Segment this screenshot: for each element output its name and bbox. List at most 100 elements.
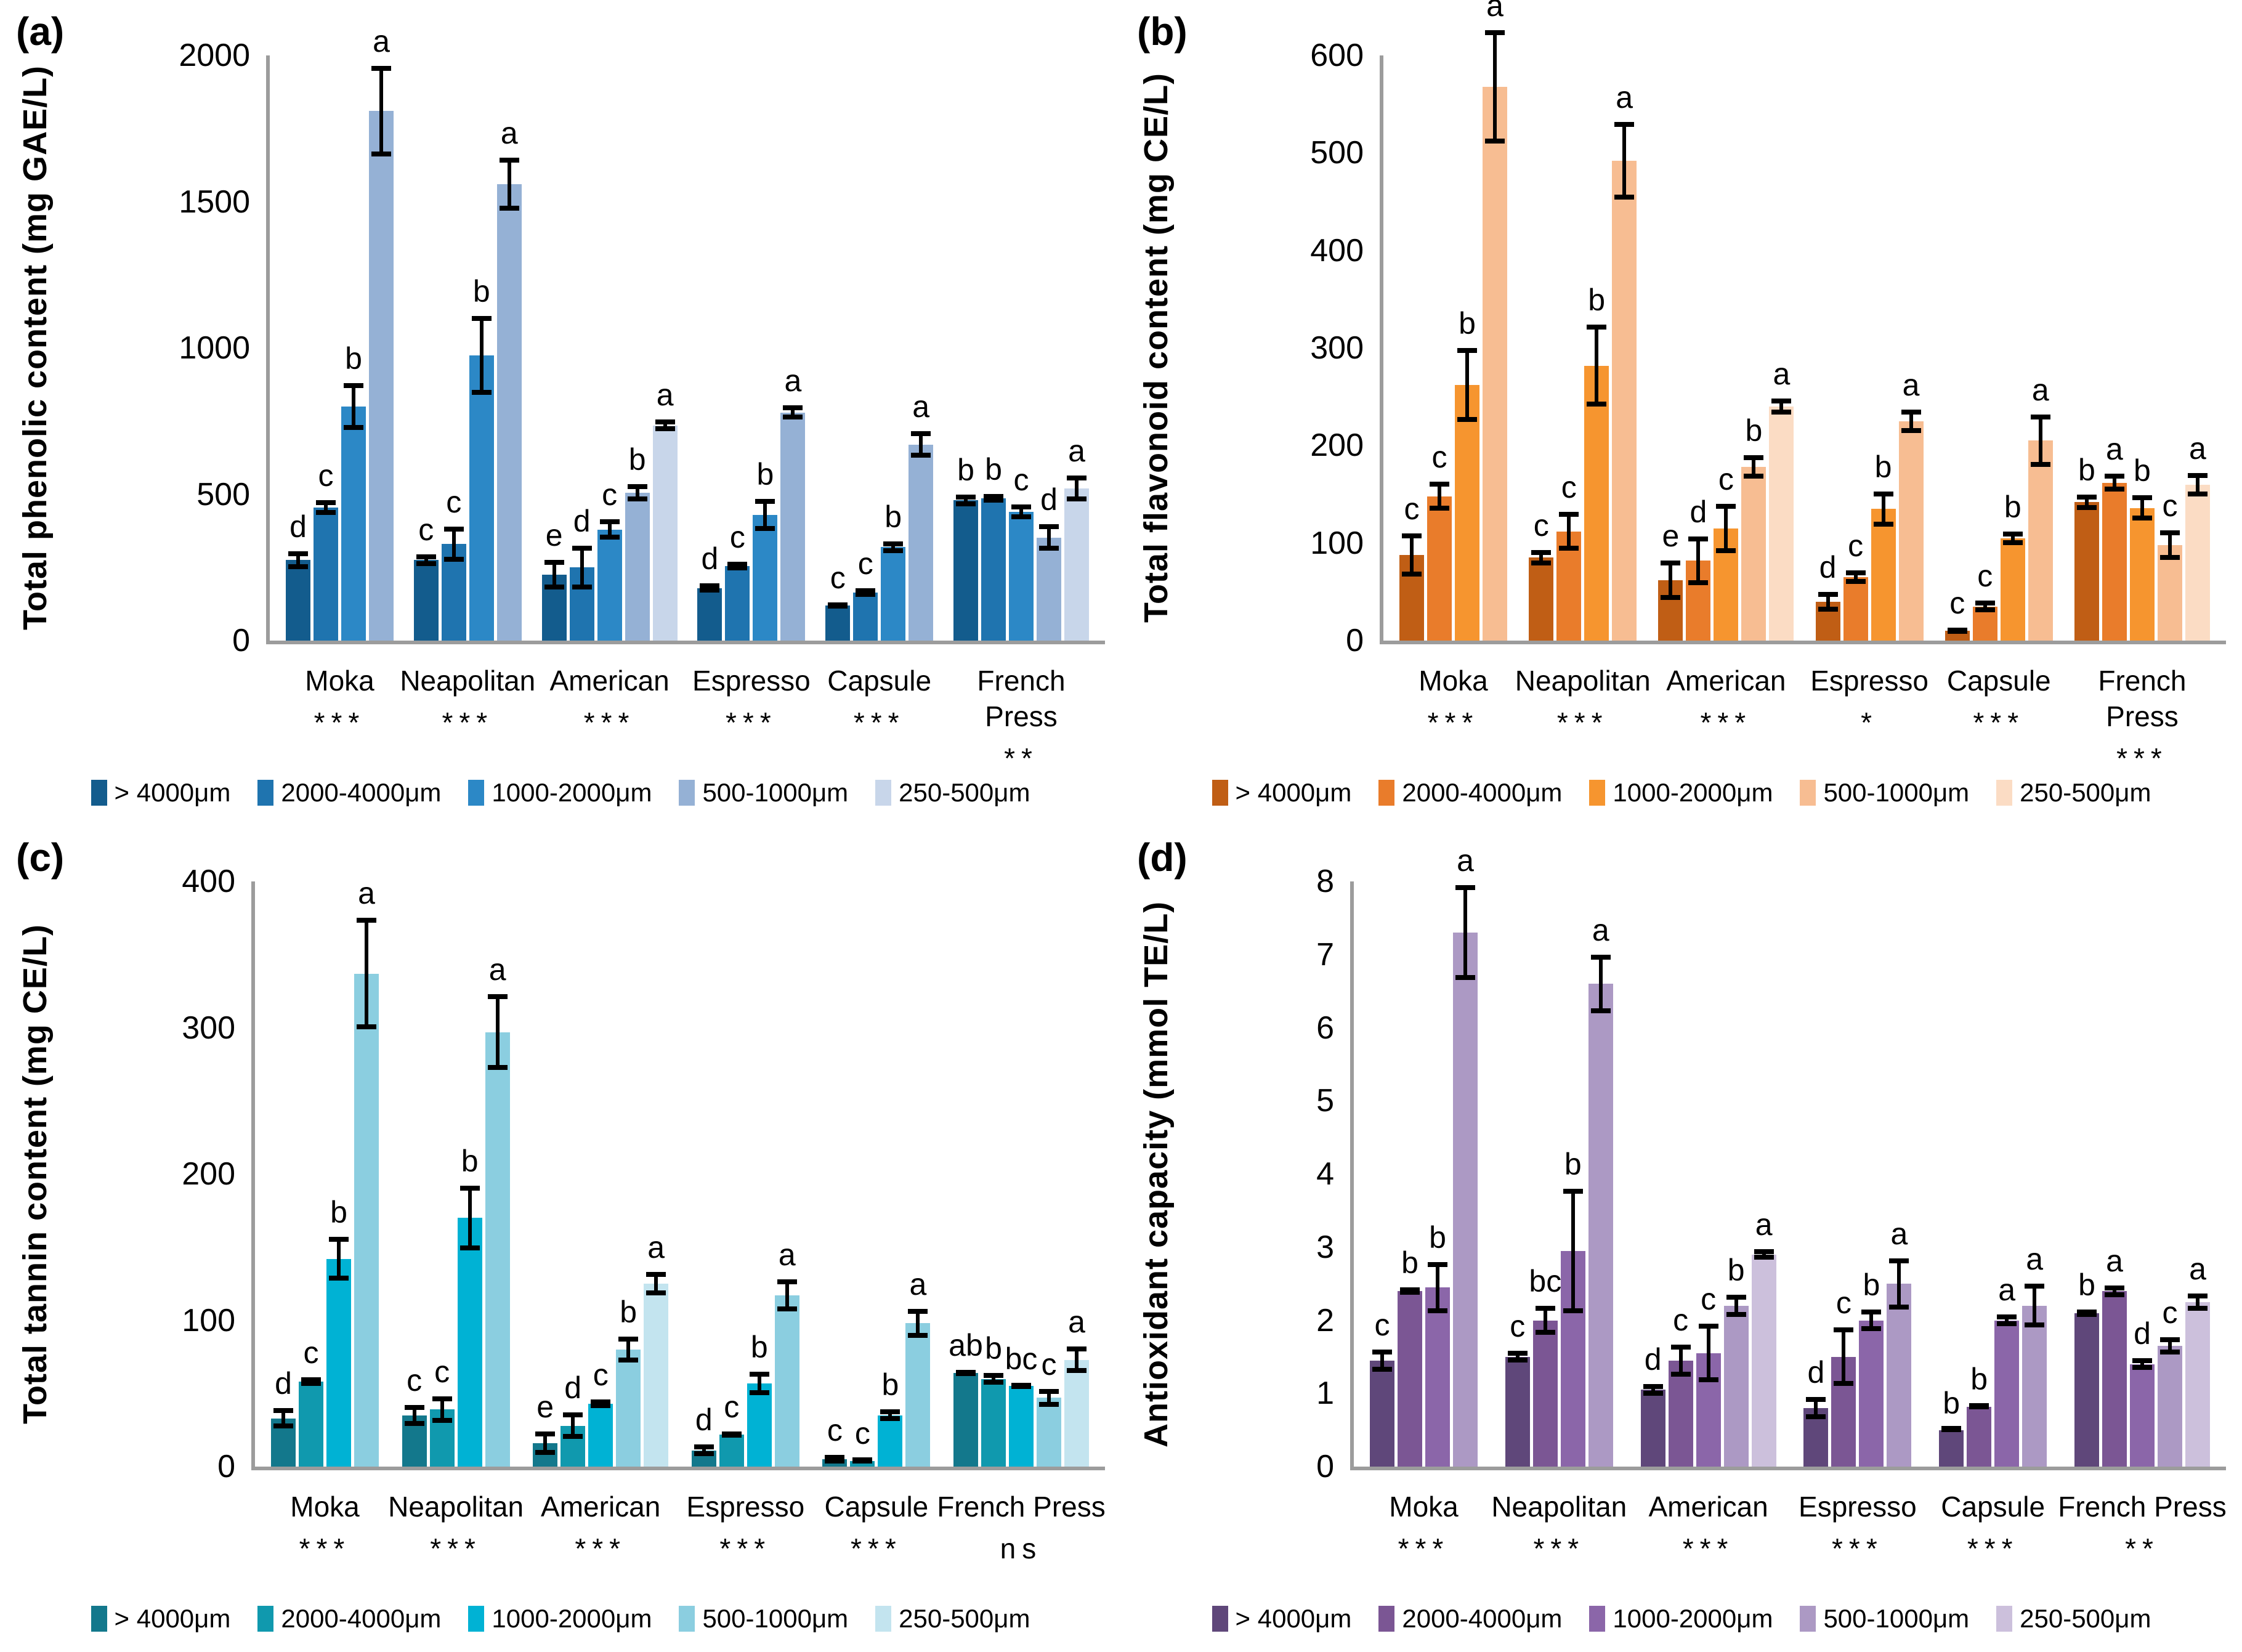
significance-letter: a	[912, 389, 930, 424]
error-bar-stem	[1752, 455, 1756, 479]
error-bar-cap-top	[1754, 1249, 1774, 1255]
significance-letter: ab	[949, 1328, 983, 1363]
bar-250-500μm	[644, 1284, 669, 1467]
error-bar	[1614, 121, 1635, 200]
y-tick-label: 300	[1310, 330, 1364, 366]
bar-2000-4000μm	[1668, 1360, 1693, 1467]
significance-letter: b	[1863, 1267, 1880, 1302]
error-bar-cap-top	[599, 519, 620, 524]
error-bar-cap-bottom	[983, 1380, 1003, 1385]
panel-d-antioxidant-capacity: (d) Antioxidant capacity (mmol TE/L) 0 1 2 3 4…	[1121, 826, 2242, 1652]
group-label: Espresso *	[1810, 663, 1928, 738]
significance-letter: b	[1727, 1252, 1745, 1287]
bar-1000-2000μm	[753, 514, 778, 641]
bar-slot: c	[2157, 881, 2182, 1467]
y-tick-label: 400	[1310, 232, 1364, 269]
bar-2000-4000μm	[1398, 1291, 1422, 1467]
bar-> 4000μm	[2074, 1313, 2099, 1467]
group-significance-stars: ***	[851, 1533, 902, 1565]
bar-group-french-press: b a b c a French Press ***	[2074, 55, 2210, 774]
error-bar-stem	[352, 383, 355, 430]
y-tick-label: 200	[182, 1156, 235, 1192]
error-bar-cap-top	[1372, 1350, 1392, 1354]
bar-slot: a	[780, 55, 806, 641]
error-bar-stem	[571, 1412, 575, 1439]
group-name: Neapolitan	[388, 1491, 524, 1523]
error-bar-stem	[2195, 1293, 2200, 1311]
error-bar-cap-top	[646, 1272, 666, 1277]
error-bar-cap-bottom	[955, 501, 976, 506]
legend-item: > 4000μm	[1212, 778, 1351, 808]
error-bar-cap-top	[955, 494, 976, 500]
error-bar-stem	[552, 560, 556, 589]
error-bar-cap-bottom	[1372, 1366, 1392, 1372]
significance-letter: c	[407, 1363, 423, 1398]
error-bar	[1643, 1383, 1663, 1396]
error-bar-cap-bottom	[1845, 579, 1866, 585]
error-bar	[825, 1455, 845, 1464]
legend-swatch	[1800, 1606, 1816, 1632]
legend-item: 2000-4000μm	[1378, 778, 1562, 808]
error-bar-cap-bottom	[1834, 1381, 1854, 1387]
error-bar-cap-top	[1485, 30, 1505, 35]
bar-slot: c	[2157, 55, 2182, 641]
significance-letter: d	[2134, 1316, 2151, 1351]
error-bar	[544, 560, 564, 589]
error-bar-cap-bottom	[852, 1459, 873, 1464]
bar-> 4000μm	[1529, 557, 1554, 641]
significance-letter: c	[854, 1415, 870, 1451]
legend-label: 2000-4000μm	[1402, 778, 1563, 807]
error-bar-cap-bottom	[883, 548, 904, 553]
error-bar-stem	[479, 315, 484, 395]
legend-item: 1000-2000μm	[1589, 1604, 1773, 1634]
group-label: Moka ***	[1389, 1489, 1458, 1564]
significance-letter: b	[881, 1367, 899, 1403]
bar-slot: c	[1427, 55, 1452, 641]
error-bar	[883, 541, 904, 553]
significance-letter: c	[1404, 491, 1420, 526]
error-bar	[655, 419, 675, 432]
error-bar	[1873, 491, 1893, 527]
bar-groups: c b b a Moka *** c bc b a Neapolitan *** d c c b a Americ…	[1354, 844, 2227, 1564]
bar-slot: bc	[1005, 881, 1037, 1467]
error-bar-stem	[1779, 399, 1784, 415]
bar-250-500μm	[2185, 484, 2210, 641]
significance-letter: a	[1890, 1216, 1908, 1251]
error-bar-stem	[1622, 121, 1627, 200]
y-tick-label: 100	[1310, 525, 1364, 561]
error-bar-cap-bottom	[646, 1290, 666, 1296]
error-bar	[1661, 561, 1681, 600]
error-bar-stem	[1696, 536, 1701, 585]
bar-slot: d	[691, 881, 716, 1467]
error-bar	[1535, 1305, 1555, 1335]
bar-slot: c	[1696, 881, 1721, 1467]
error-bar-stem	[2084, 494, 2089, 510]
error-bar-cap-bottom	[2187, 491, 2208, 496]
error-bar-cap-bottom	[1947, 628, 1967, 634]
bar-slot: b	[1967, 881, 1992, 1467]
bar-slot: c	[1505, 881, 1530, 1467]
error-bar-cap-bottom	[1670, 1371, 1691, 1377]
significance-letter: c	[1561, 470, 1577, 504]
error-bar-cap-top	[1845, 570, 1866, 576]
error-bar-cap-bottom	[1400, 1289, 1420, 1295]
error-bar	[1845, 570, 1866, 585]
bar-slot: b	[1741, 55, 1766, 641]
bar-group-moka: c b b a Moka ***	[1370, 844, 1478, 1564]
error-bar-stem	[2140, 1358, 2144, 1371]
error-bar	[2132, 1358, 2152, 1371]
bar-slot: c	[441, 55, 466, 641]
significance-letter: a	[1068, 433, 1085, 468]
error-bar-cap-bottom	[1455, 975, 1475, 981]
error-bar-stem	[891, 541, 896, 553]
error-bar-stem	[1543, 1305, 1547, 1335]
significance-letter: c	[1510, 1309, 1526, 1344]
bar-500-1000μm	[909, 444, 934, 641]
error-bar-cap-bottom	[329, 1276, 349, 1281]
error-bar-stem	[412, 1405, 416, 1426]
significance-letter: d	[701, 541, 719, 577]
bar-slot: c	[314, 55, 338, 641]
error-bar-cap-bottom	[1614, 195, 1635, 200]
significance-letter: c	[827, 1413, 843, 1448]
error-bar-cap-bottom	[2076, 504, 2097, 510]
